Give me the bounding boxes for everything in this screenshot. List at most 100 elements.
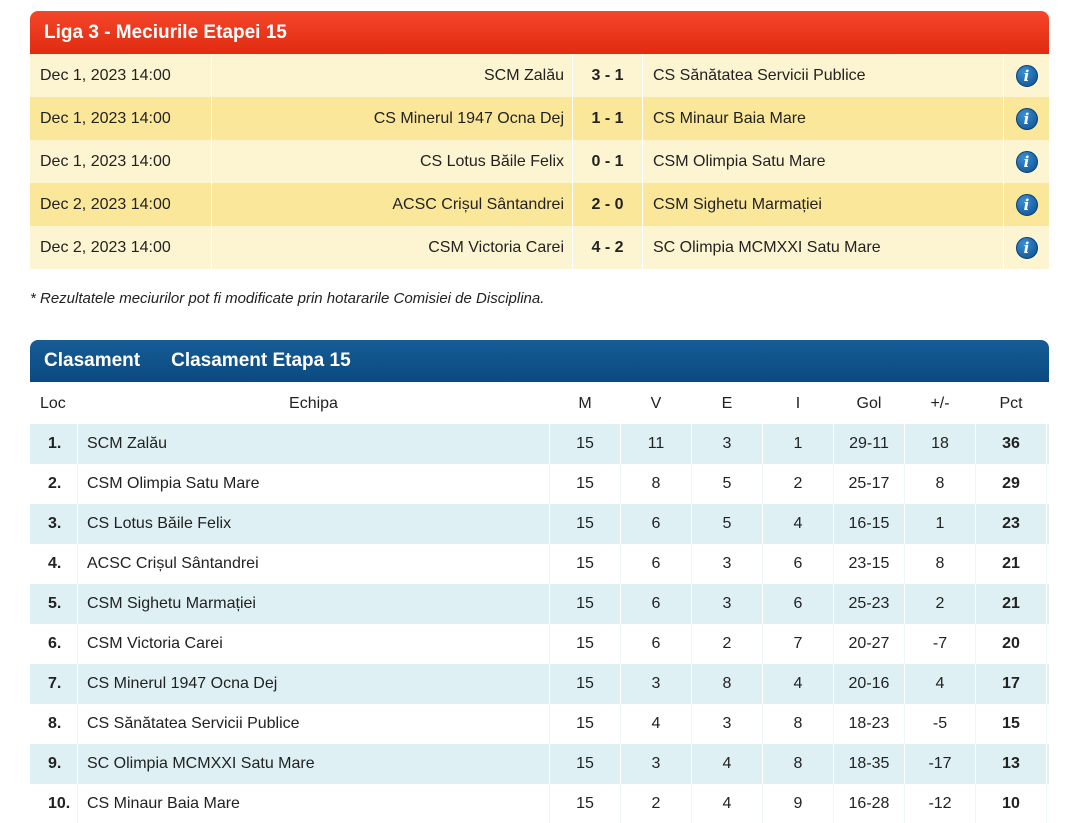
standings-row: 9. SC Olimpia MCMXXI Satu Mare 15 3 4 8 18-35-… bbox=[30, 744, 1049, 784]
match-home-team[interactable]: CSM Victoria Carei bbox=[212, 226, 573, 269]
col-e: E bbox=[692, 383, 763, 424]
cell-team[interactable]: CS Lotus Băile Felix bbox=[78, 504, 550, 544]
match-date: Dec 2, 2023 14:00 bbox=[30, 183, 212, 226]
col-pct: Pct bbox=[976, 383, 1047, 424]
match-away-team[interactable]: CSM Olimpia Satu Mare bbox=[643, 140, 1004, 183]
cell-loc: 7. bbox=[30, 664, 78, 704]
cell-loc: 4. bbox=[30, 544, 78, 584]
cell-i: 1 bbox=[763, 424, 834, 464]
matches-header: Liga 3 - Meciurile Etapei 15 bbox=[30, 11, 1049, 54]
cell-v: 6 bbox=[621, 584, 692, 624]
col-gol: Gol bbox=[834, 383, 905, 424]
cell-team[interactable]: SC Olimpia MCMXXI Satu Mare bbox=[78, 744, 550, 784]
cell-i: 8 bbox=[763, 704, 834, 744]
cell-e: 2 bbox=[692, 624, 763, 664]
cell-pct: 15 bbox=[976, 704, 1047, 744]
cell-loc: 3. bbox=[30, 504, 78, 544]
cell-loc: 5. bbox=[30, 584, 78, 624]
match-score: 1 - 1 bbox=[573, 97, 643, 140]
cell-e: 5 bbox=[692, 464, 763, 504]
match-row: Dec 1, 2023 14:00 SCM Zalău 3 - 1 CS Săn… bbox=[30, 54, 1049, 97]
cell-diff: -17 bbox=[905, 744, 976, 784]
standings-table: Loc Echipa M V E I Gol +/- Pct 1. SCM Zal… bbox=[30, 383, 1049, 823]
match-row: Dec 2, 2023 14:00 ACSC Crișul Sântandrei… bbox=[30, 183, 1049, 226]
match-score: 3 - 1 bbox=[573, 54, 643, 97]
cell-e: 4 bbox=[692, 744, 763, 784]
match-home-team[interactable]: SCM Zalău bbox=[212, 54, 573, 97]
standings-header-row: Loc Echipa M V E I Gol +/- Pct bbox=[30, 383, 1049, 424]
cell-m: 15 bbox=[550, 584, 621, 624]
match-away-team[interactable]: CS Sănătatea Servicii Publice bbox=[643, 54, 1004, 97]
cell-loc: 10. bbox=[30, 784, 78, 823]
cell-gol: 20-27 bbox=[834, 624, 905, 664]
cell-team[interactable]: SCM Zalău bbox=[78, 424, 550, 464]
disciplinary-note: * Rezultatele meciurilor pot fi modifica… bbox=[30, 290, 545, 307]
cell-diff: 1 bbox=[905, 504, 976, 544]
cell-team[interactable]: CS Minaur Baia Mare bbox=[78, 784, 550, 823]
cell-team[interactable]: ACSC Crișul Sântandrei bbox=[78, 544, 550, 584]
cell-loc: 9. bbox=[30, 744, 78, 784]
cell-pct: 13 bbox=[976, 744, 1047, 784]
match-away-team[interactable]: SC Olimpia MCMXXI Satu Mare bbox=[643, 226, 1004, 269]
cell-m: 15 bbox=[550, 624, 621, 664]
cell-team[interactable]: CSM Sighetu Marmației bbox=[78, 584, 550, 624]
tab-clasament[interactable]: Clasament bbox=[44, 350, 141, 371]
standings-row: 5. CSM Sighetu Marmației 15 6 3 6 25-23 2 21 bbox=[30, 584, 1049, 624]
standings-row: 6. CSM Victoria Carei 15 6 2 7 20-27 -7 20 bbox=[30, 624, 1049, 664]
cell-diff: 18 bbox=[905, 424, 976, 464]
match-score: 2 - 0 bbox=[573, 183, 643, 226]
standings-header: Clasament Clasament Etapa 15 bbox=[30, 340, 1049, 382]
cell-gol: 20-16 bbox=[834, 664, 905, 704]
cell-gol: 25-17 bbox=[834, 464, 905, 504]
standings-row: 3. CS Lotus Băile Felix 15 6 5 4 16-15 1 23 bbox=[30, 504, 1049, 544]
info-icon[interactable]: i bbox=[1015, 150, 1038, 173]
standings-row: 2. CSM Olimpia Satu Mare 15 8 5 2 25-17 8 29 bbox=[30, 464, 1049, 504]
match-home-team[interactable]: ACSC Crișul Sântandrei bbox=[212, 183, 573, 226]
cell-v: 6 bbox=[621, 544, 692, 584]
cell-v: 3 bbox=[621, 744, 692, 784]
info-icon[interactable]: i bbox=[1015, 64, 1038, 87]
col-i: I bbox=[763, 383, 834, 424]
cell-e: 3 bbox=[692, 424, 763, 464]
col-m: M bbox=[550, 383, 621, 424]
cell-i: 9 bbox=[763, 784, 834, 823]
cell-v: 2 bbox=[621, 784, 692, 823]
info-icon[interactable]: i bbox=[1015, 107, 1038, 130]
col-loc: Loc bbox=[30, 383, 78, 424]
cell-m: 15 bbox=[550, 464, 621, 504]
cell-team[interactable]: CS Minerul 1947 Ocna Dej bbox=[78, 664, 550, 704]
cell-v: 3 bbox=[621, 664, 692, 704]
info-icon[interactable]: i bbox=[1015, 236, 1038, 259]
cell-i: 4 bbox=[763, 504, 834, 544]
cell-i: 2 bbox=[763, 464, 834, 504]
match-score: 4 - 2 bbox=[573, 226, 643, 269]
cell-team[interactable]: CS Sănătatea Servicii Publice bbox=[78, 704, 550, 744]
cell-m: 15 bbox=[550, 544, 621, 584]
cell-pct: 10 bbox=[976, 784, 1047, 823]
cell-team[interactable]: CSM Victoria Carei bbox=[78, 624, 550, 664]
match-away-team[interactable]: CSM Sighetu Marmației bbox=[643, 183, 1004, 226]
cell-m: 15 bbox=[550, 504, 621, 544]
tab-clasament-etapa[interactable]: Clasament Etapa 15 bbox=[171, 350, 351, 371]
cell-gol: 16-15 bbox=[834, 504, 905, 544]
cell-i: 6 bbox=[763, 544, 834, 584]
cell-i: 6 bbox=[763, 584, 834, 624]
cell-diff: -5 bbox=[905, 704, 976, 744]
match-date: Dec 2, 2023 14:00 bbox=[30, 226, 212, 269]
cell-pct: 36 bbox=[976, 424, 1047, 464]
match-away-team[interactable]: CS Minaur Baia Mare bbox=[643, 97, 1004, 140]
cell-diff: 8 bbox=[905, 464, 976, 504]
cell-diff: 4 bbox=[905, 664, 976, 704]
cell-m: 15 bbox=[550, 784, 621, 823]
info-icon[interactable]: i bbox=[1015, 193, 1038, 216]
match-home-team[interactable]: CS Lotus Băile Felix bbox=[212, 140, 573, 183]
cell-diff: -12 bbox=[905, 784, 976, 823]
cell-diff: 2 bbox=[905, 584, 976, 624]
match-home-team[interactable]: CS Minerul 1947 Ocna Dej bbox=[212, 97, 573, 140]
col-diff: +/- bbox=[905, 383, 976, 424]
cell-v: 6 bbox=[621, 624, 692, 664]
cell-team[interactable]: CSM Olimpia Satu Mare bbox=[78, 464, 550, 504]
cell-v: 11 bbox=[621, 424, 692, 464]
cell-loc: 2. bbox=[30, 464, 78, 504]
match-date: Dec 1, 2023 14:00 bbox=[30, 97, 212, 140]
